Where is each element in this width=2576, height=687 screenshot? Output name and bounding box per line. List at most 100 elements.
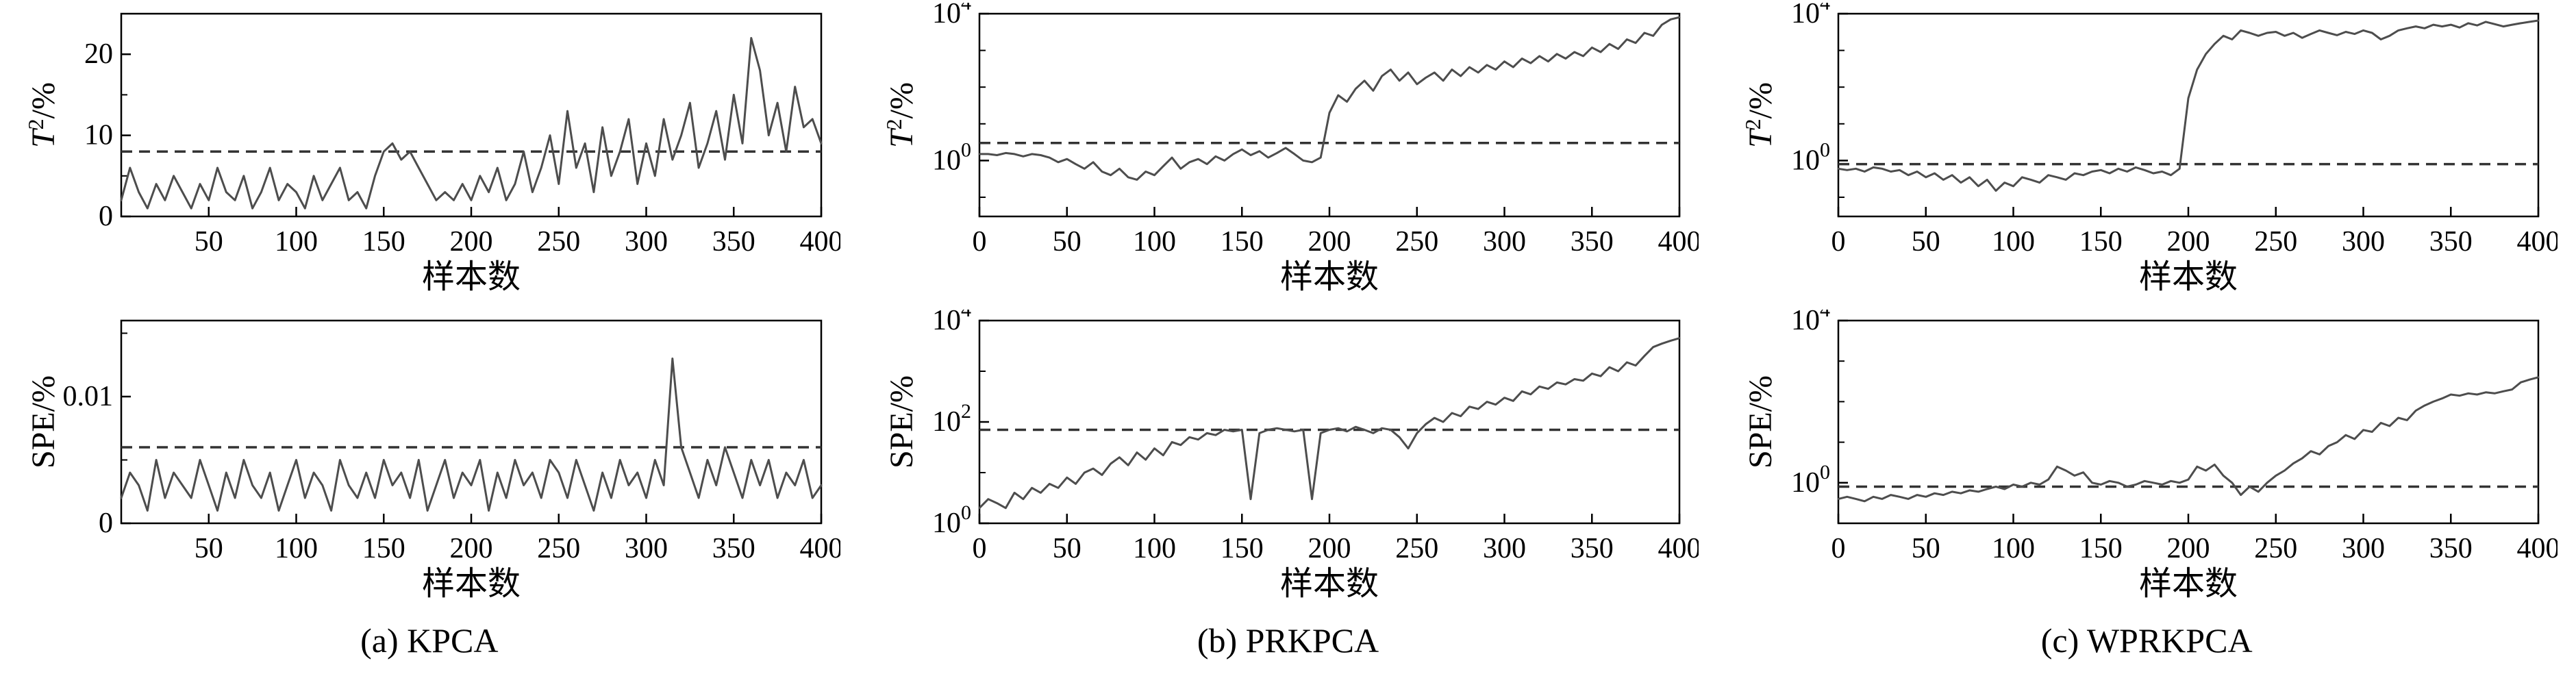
svg-text:350: 350	[712, 226, 755, 258]
prkpca-spe-plot: 0 50 100 150 200 250 300 350 400 100 102 104 SPE/% 样本…	[884, 299, 1701, 603]
x-axis-label: 样本数	[422, 259, 521, 295]
svg-text:150: 150	[1221, 226, 1264, 258]
y-axis-label: SPE/%	[25, 375, 62, 469]
svg-text:0: 0	[99, 508, 113, 539]
svg-text:50: 50	[195, 533, 223, 564]
y-axis-label: SPE/%	[884, 375, 920, 469]
svg-text:104: 104	[932, 310, 971, 336]
svg-text:50: 50	[1053, 533, 1081, 564]
svg-text:50: 50	[195, 226, 223, 258]
y-axis-label: SPE/%	[1742, 375, 1779, 469]
plot-frame	[120, 319, 823, 525]
svg-text:250: 250	[2254, 226, 2297, 258]
svg-text:250: 250	[1396, 533, 1439, 564]
svg-text:250: 250	[2254, 533, 2297, 564]
svg-text:200: 200	[2167, 226, 2210, 258]
svg-text:300: 300	[2342, 533, 2385, 564]
monitoring-statistic-line	[978, 16, 1681, 181]
svg-text:100: 100	[1791, 460, 1830, 499]
chart-wprkpca-spe: 0 50 100 150 200 250 300 350 400 100 104 SPE/% 样本数	[1736, 299, 2560, 614]
svg-text:200: 200	[1308, 226, 1351, 258]
svg-text:0: 0	[99, 201, 113, 232]
svg-text:250: 250	[537, 226, 580, 258]
svg-text:350: 350	[1571, 533, 1614, 564]
svg-text:300: 300	[1483, 533, 1526, 564]
svg-text:200: 200	[449, 226, 492, 258]
svg-text:50: 50	[1912, 533, 1940, 564]
caption-kpca: (a) KPCA	[360, 621, 499, 660]
y-axis-label: T2/%	[1740, 82, 1779, 148]
prkpca-t2-plot: 0 50 100 150 200 250 300 350 400 100 104 T2/% 样本数	[881, 0, 1701, 295]
svg-text:350: 350	[1571, 226, 1614, 258]
svg-text:150: 150	[2079, 226, 2123, 258]
svg-text:350: 350	[2429, 533, 2473, 564]
svg-text:150: 150	[362, 226, 405, 258]
x-axis-label: 样本数	[1280, 259, 1379, 295]
kpca-t2-plot: 50 100 150 200 250 300 350 400 0 10 20 T2/% 样本数	[23, 12, 842, 295]
svg-text:0: 0	[973, 533, 987, 564]
svg-text:104: 104	[932, 3, 971, 29]
svg-text:100: 100	[1133, 226, 1176, 258]
svg-text:100: 100	[1791, 138, 1830, 177]
svg-text:50: 50	[1912, 226, 1940, 258]
svg-text:100: 100	[1992, 226, 2035, 258]
x-axis-label: 样本数	[1280, 566, 1379, 602]
svg-text:350: 350	[712, 533, 755, 564]
svg-text:100: 100	[275, 533, 318, 564]
svg-text:400: 400	[2517, 226, 2558, 258]
y-axis-label: T2/%	[881, 82, 920, 148]
svg-text:50: 50	[1053, 226, 1081, 258]
svg-text:350: 350	[2429, 226, 2473, 258]
svg-text:400: 400	[1658, 226, 1699, 258]
monitoring-statistic-line	[978, 337, 1681, 510]
svg-text:150: 150	[1221, 533, 1264, 564]
chart-kpca-t2: 50 100 150 200 250 300 350 400 0 10 20 T2/% 样本数	[18, 3, 842, 308]
svg-text:200: 200	[449, 533, 492, 564]
svg-text:0: 0	[1831, 226, 1846, 258]
svg-text:100: 100	[1992, 533, 2035, 564]
monitoring-statistic-line	[120, 37, 823, 210]
chart-prkpca-spe: 0 50 100 150 200 250 300 350 400 100 102 104 SPE/% 样本…	[877, 299, 1701, 614]
svg-text:400: 400	[1658, 533, 1699, 564]
x-axis-label: 样本数	[2139, 259, 2238, 295]
monitoring-statistic-line	[120, 358, 823, 512]
plot-frame	[979, 319, 1681, 525]
svg-text:300: 300	[1483, 226, 1526, 258]
plot-frame	[1837, 12, 2540, 218]
svg-text:300: 300	[625, 226, 668, 258]
svg-text:300: 300	[2342, 226, 2385, 258]
caption-wprkpca: (c) WPRKPCA	[2040, 621, 2253, 660]
svg-text:10: 10	[84, 120, 113, 151]
svg-text:20: 20	[84, 38, 113, 70]
x-axis-label: 样本数	[2139, 566, 2238, 602]
y-axis-label: T2/%	[23, 82, 62, 148]
svg-text:400: 400	[2517, 533, 2558, 564]
svg-text:100: 100	[1133, 533, 1176, 564]
svg-text:0.01: 0.01	[62, 381, 113, 412]
caption-prkpca: (b) PRKPCA	[1197, 621, 1379, 660]
svg-text:0: 0	[973, 226, 987, 258]
chart-prkpca-t2: 0 50 100 150 200 250 300 350 400 100 104 T2/% 样本数	[877, 0, 1701, 308]
svg-text:150: 150	[2079, 533, 2123, 564]
svg-text:200: 200	[1308, 533, 1351, 564]
svg-text:100: 100	[932, 501, 971, 540]
svg-text:102: 102	[932, 400, 971, 438]
chart-kpca-spe: 50 100 150 200 250 300 350 400 0 0.01 SPE/% 样本数	[18, 310, 842, 614]
svg-text:150: 150	[362, 533, 405, 564]
monitoring-statistic-line	[1837, 376, 2540, 503]
wprkpca-t2-plot: 0 50 100 150 200 250 300 350 400 100 104 T2/% 样本数	[1740, 0, 2560, 295]
svg-text:400: 400	[799, 533, 840, 564]
svg-text:200: 200	[2167, 533, 2210, 564]
svg-text:100: 100	[275, 226, 318, 258]
svg-text:250: 250	[1396, 226, 1439, 258]
svg-text:104: 104	[1791, 310, 1830, 336]
monitoring-statistic-line	[1837, 19, 2540, 192]
wprkpca-spe-plot: 0 50 100 150 200 250 300 350 400 100 104 SPE/% 样本数	[1742, 299, 2560, 603]
svg-text:100: 100	[932, 138, 971, 177]
svg-text:300: 300	[625, 533, 668, 564]
svg-text:104: 104	[1791, 3, 1830, 29]
svg-text:400: 400	[799, 226, 840, 258]
plot-frame	[1837, 319, 2540, 525]
